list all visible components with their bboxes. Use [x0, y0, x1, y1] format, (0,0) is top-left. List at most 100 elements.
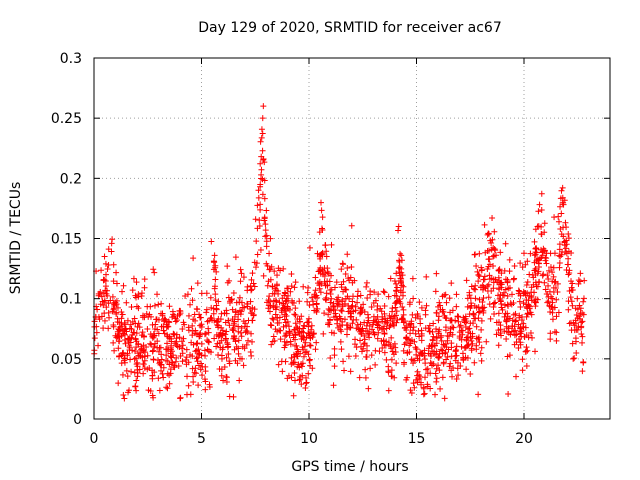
- data-point: [160, 364, 167, 371]
- data-point: [270, 333, 277, 340]
- data-point: [430, 333, 437, 340]
- data-point: [129, 347, 136, 354]
- data-point: [502, 240, 509, 247]
- data-point: [492, 299, 499, 306]
- data-point: [194, 280, 201, 287]
- data-point: [415, 328, 422, 335]
- data-point: [513, 331, 520, 338]
- data-point: [154, 338, 161, 345]
- data-point: [388, 334, 395, 341]
- data-point: [230, 393, 237, 400]
- data-point: [389, 348, 396, 355]
- data-point: [146, 311, 153, 318]
- y-tick-label: 0.25: [51, 111, 82, 127]
- data-point: [348, 263, 355, 270]
- data-point: [127, 321, 134, 328]
- data-point: [475, 391, 482, 398]
- x-tick-label: 10: [300, 431, 318, 447]
- data-point: [133, 330, 140, 337]
- data-point: [322, 242, 329, 249]
- data-point: [417, 379, 424, 386]
- data-point: [262, 227, 269, 234]
- data-point: [328, 241, 335, 248]
- data-point: [223, 354, 230, 361]
- data-point: [570, 355, 577, 362]
- data-point: [138, 290, 145, 297]
- data-point: [190, 255, 197, 262]
- data-point: [271, 268, 278, 275]
- data-point: [440, 359, 447, 366]
- y-axis-label: SRMTID / TECUs: [8, 182, 24, 295]
- data-point: [547, 250, 554, 257]
- data-point: [421, 356, 428, 363]
- data-point: [132, 320, 139, 327]
- data-point: [512, 317, 519, 324]
- data-point: [435, 354, 442, 361]
- data-point: [424, 370, 431, 377]
- data-point: [98, 293, 105, 300]
- data-point: [569, 280, 576, 287]
- data-point: [149, 348, 156, 355]
- data-point: [462, 319, 469, 326]
- data-point: [449, 324, 456, 331]
- data-point: [290, 300, 297, 307]
- data-point: [532, 299, 539, 306]
- data-point: [421, 347, 428, 354]
- data-point: [311, 307, 318, 314]
- data-point: [528, 294, 535, 301]
- data-point: [241, 304, 248, 311]
- data-point: [144, 366, 151, 373]
- data-point: [517, 260, 524, 267]
- data-point: [218, 310, 225, 317]
- data-point: [544, 299, 551, 306]
- data-point: [498, 300, 505, 307]
- data-point: [334, 303, 341, 310]
- data-point: [266, 250, 273, 257]
- data-point: [501, 302, 508, 309]
- data-point: [300, 334, 307, 341]
- data-point: [495, 342, 502, 349]
- data-point: [468, 283, 475, 290]
- data-point: [557, 203, 564, 210]
- data-point: [123, 299, 130, 306]
- data-point: [249, 317, 256, 324]
- data-point: [442, 324, 449, 331]
- data-point: [506, 256, 513, 263]
- data-point: [197, 322, 204, 329]
- data-point: [534, 283, 541, 290]
- data-point: [503, 318, 510, 325]
- data-point: [517, 330, 524, 337]
- data-point: [212, 291, 219, 298]
- data-point: [393, 360, 400, 367]
- data-point: [166, 380, 173, 387]
- data-point: [455, 372, 462, 379]
- data-point: [218, 355, 225, 362]
- data-point: [491, 252, 498, 259]
- data-point: [491, 310, 498, 317]
- data-point: [159, 312, 166, 319]
- data-point: [562, 245, 569, 252]
- data-point: [343, 286, 350, 293]
- data-point: [436, 299, 443, 306]
- data-point: [328, 295, 335, 302]
- data-point: [391, 292, 398, 299]
- data-point: [565, 230, 572, 237]
- data-point: [327, 316, 334, 323]
- data-point: [471, 359, 478, 366]
- data-point: [536, 201, 543, 208]
- data-point: [212, 283, 219, 290]
- data-point: [355, 325, 362, 332]
- data-point: [381, 310, 388, 317]
- data-point: [511, 341, 518, 348]
- data-point: [342, 270, 349, 277]
- data-point: [538, 207, 545, 214]
- data-point: [118, 315, 125, 322]
- data-point: [252, 216, 259, 223]
- data-point: [510, 299, 517, 306]
- data-point: [474, 268, 481, 275]
- data-point: [485, 281, 492, 288]
- data-point: [463, 366, 470, 373]
- data-point: [372, 361, 379, 368]
- data-point: [368, 304, 375, 311]
- data-point: [340, 288, 347, 295]
